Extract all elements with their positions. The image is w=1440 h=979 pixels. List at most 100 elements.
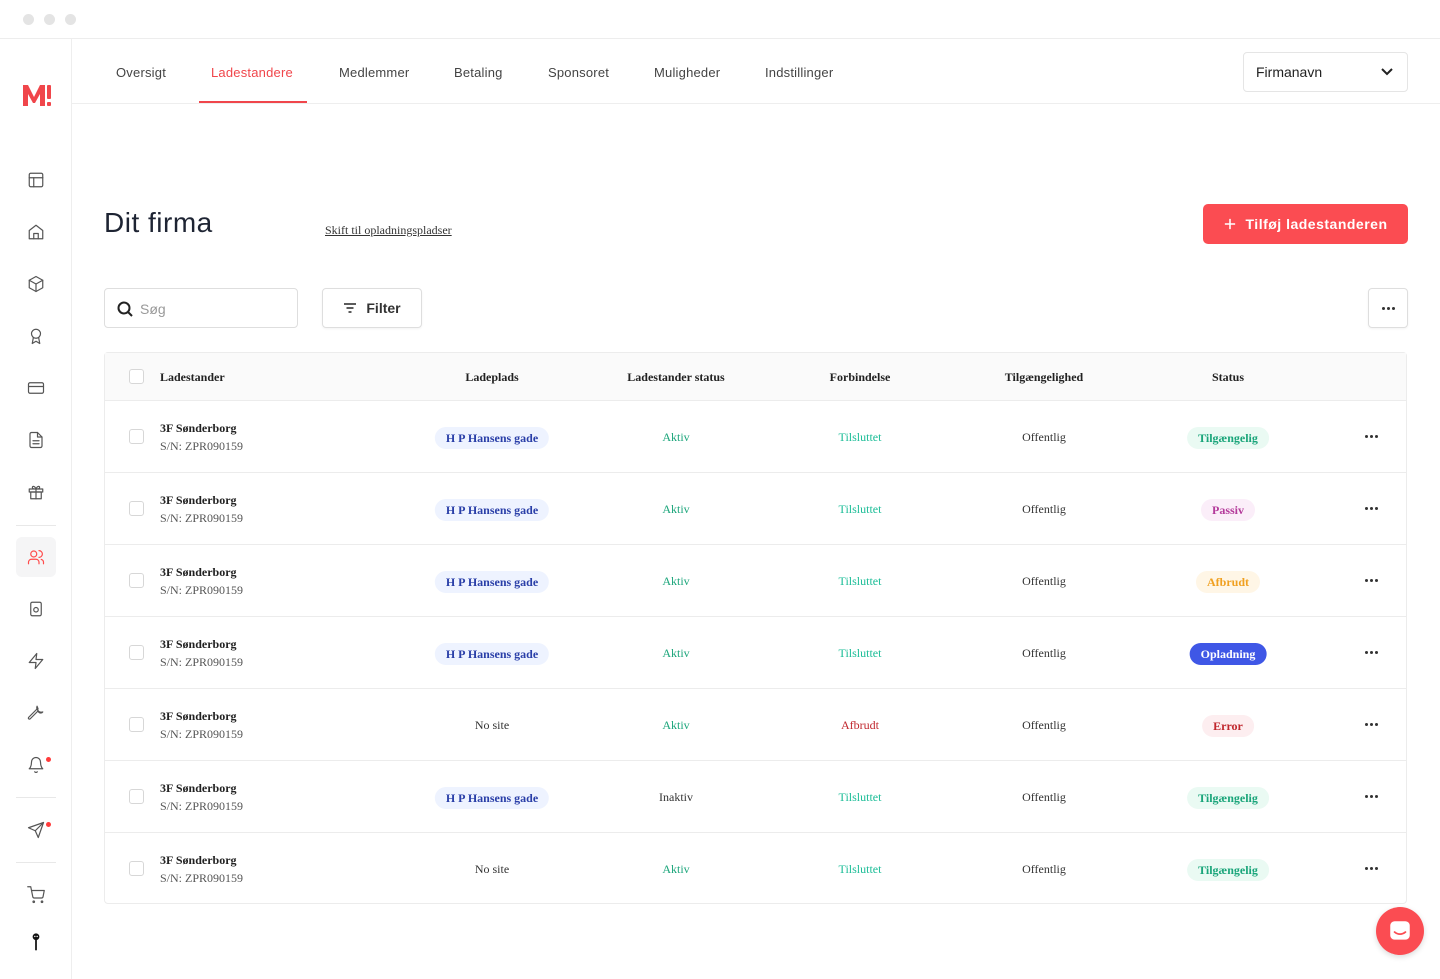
row-checkbox[interactable]: [129, 645, 144, 660]
filter-button[interactable]: Filter: [322, 288, 422, 328]
tab-sponsoret[interactable]: Sponsoret: [548, 65, 610, 80]
row-checkbox[interactable]: [129, 501, 144, 516]
availability: Offentlig: [1022, 646, 1066, 660]
table-row[interactable]: 3F Sønderborg S/N: ZPR090159 No site Akt…: [105, 689, 1406, 761]
charger-status: Aktiv: [662, 502, 690, 516]
document-icon[interactable]: [16, 420, 56, 460]
site-cell: H P Hansens gade: [434, 617, 550, 689]
status-badge: Passiv: [1200, 499, 1256, 522]
row-checkbox[interactable]: [129, 789, 144, 804]
column-header-ladestander-status[interactable]: Ladestander status: [627, 370, 725, 384]
row-checkbox[interactable]: [129, 717, 144, 732]
charger-name[interactable]: 3F Sønderborg: [160, 709, 237, 723]
brand-logo[interactable]: [20, 79, 52, 111]
site-cell: H P Hansens gade: [434, 761, 550, 833]
device-icon[interactable]: [16, 589, 56, 629]
row-more-icon[interactable]: [1365, 651, 1378, 654]
column-header-tilgaengelighed[interactable]: Tilgængelighed: [1004, 370, 1084, 384]
status-badge: Error: [1202, 715, 1254, 738]
table-row[interactable]: 3F Sønderborg S/N: ZPR090159 H P Hansens…: [105, 401, 1406, 473]
select-all-checkbox[interactable]: [129, 369, 144, 384]
search-icon: [117, 301, 133, 317]
layout-icon[interactable]: [16, 160, 56, 200]
site-tag[interactable]: H P Hansens gade: [434, 643, 550, 666]
row-checkbox[interactable]: [129, 573, 144, 588]
row-checkbox[interactable]: [129, 429, 144, 444]
home-icon[interactable]: [16, 212, 56, 252]
top-navigation: Oversigt Ladestandere Medlemmer Betaling…: [72, 39, 1440, 104]
table-row[interactable]: 3F Sønderborg S/N: ZPR090159 H P Hansens…: [105, 473, 1406, 545]
table-row[interactable]: 3F Sønderborg S/N: ZPR090159 No site Akt…: [105, 833, 1406, 905]
box-icon[interactable]: [16, 264, 56, 304]
site-tag[interactable]: H P Hansens gade: [434, 571, 550, 594]
row-more-icon[interactable]: [1365, 723, 1378, 726]
tab-medlemmer[interactable]: Medlemmer: [339, 65, 410, 80]
search-input[interactable]: [140, 298, 290, 320]
row-more-icon[interactable]: [1365, 579, 1378, 582]
send-icon[interactable]: [16, 810, 56, 850]
charger-serial: S/N: ZPR090159: [160, 727, 244, 741]
switch-to-sites-link[interactable]: Skift til opladningspladser: [325, 223, 452, 237]
active-tab-indicator: [199, 101, 307, 103]
company-select[interactable]: Firmanavn: [1243, 52, 1408, 92]
charger-name[interactable]: 3F Sønderborg: [160, 421, 237, 435]
credit-card-icon[interactable]: [16, 368, 56, 408]
status-cell: Tilgængelig: [1187, 761, 1269, 833]
avatar-icon[interactable]: [16, 922, 56, 962]
column-header-ladeplads[interactable]: Ladeplads: [465, 370, 519, 384]
site-tag[interactable]: H P Hansens gade: [434, 427, 550, 450]
filter-icon: [344, 303, 357, 313]
status-cell: Error: [1202, 689, 1254, 761]
site-tag[interactable]: H P Hansens gade: [434, 787, 550, 810]
tab-oversigt[interactable]: Oversigt: [116, 65, 167, 80]
column-header-ladestander[interactable]: Ladestander: [160, 370, 225, 384]
charger-serial: S/N: ZPR090159: [160, 439, 244, 453]
bell-icon[interactable]: [16, 745, 56, 785]
row-more-icon[interactable]: [1365, 507, 1378, 510]
charger-serial: S/N: ZPR090159: [160, 871, 244, 885]
charger-serial: S/N: ZPR090159: [160, 799, 244, 813]
site-tag[interactable]: H P Hansens gade: [434, 499, 550, 522]
gift-icon[interactable]: [16, 472, 56, 512]
users-icon[interactable]: [16, 537, 56, 577]
status-badge: Tilgængelig: [1187, 787, 1269, 810]
column-header-status[interactable]: Status: [1211, 370, 1245, 384]
charger-name[interactable]: 3F Sønderborg: [160, 565, 237, 579]
wrench-icon[interactable]: [16, 693, 56, 733]
status-badge: Opladning: [1189, 643, 1267, 666]
charger-name[interactable]: 3F Sønderborg: [160, 493, 237, 507]
chevron-down-icon: [1381, 68, 1393, 76]
window-minimize-dot[interactable]: [44, 14, 55, 25]
column-header-forbindelse[interactable]: Forbindelse: [829, 370, 891, 384]
charger-status: Aktiv: [662, 718, 690, 732]
more-options-button[interactable]: [1368, 288, 1408, 328]
sidebar: [0, 39, 72, 979]
page-title: Dit firma: [104, 207, 213, 238]
cart-icon[interactable]: [16, 875, 56, 915]
charger-name[interactable]: 3F Sønderborg: [160, 853, 237, 867]
window-close-dot[interactable]: [23, 14, 34, 25]
search-field[interactable]: [104, 288, 298, 328]
table-row[interactable]: 3F Sønderborg S/N: ZPR090159 H P Hansens…: [105, 761, 1406, 833]
charger-name[interactable]: 3F Sønderborg: [160, 781, 237, 795]
site-text: No site: [474, 718, 510, 732]
tab-betaling[interactable]: Betaling: [454, 65, 503, 80]
chat-launcher-button[interactable]: [1376, 907, 1424, 955]
lightning-icon[interactable]: [16, 641, 56, 681]
table-row[interactable]: 3F Sønderborg S/N: ZPR090159 H P Hansens…: [105, 617, 1406, 689]
site-cell: H P Hansens gade: [434, 401, 550, 473]
row-more-icon[interactable]: [1365, 435, 1378, 438]
row-more-icon[interactable]: [1365, 795, 1378, 798]
tab-ladestandere[interactable]: Ladestandere: [211, 65, 293, 80]
connection-status: Tilsluttet: [838, 862, 882, 876]
charger-name[interactable]: 3F Sønderborg: [160, 637, 237, 651]
row-checkbox[interactable]: [129, 861, 144, 876]
window-maximize-dot[interactable]: [65, 14, 76, 25]
add-charger-button[interactable]: Tilføj ladestanderen: [1203, 204, 1408, 244]
table-row[interactable]: 3F Sønderborg S/N: ZPR090159 H P Hansens…: [105, 545, 1406, 617]
row-more-icon[interactable]: [1365, 867, 1378, 870]
tab-indstillinger[interactable]: Indstillinger: [765, 65, 834, 80]
connection-status: Afbrudt: [841, 718, 879, 732]
award-icon[interactable]: [16, 316, 56, 356]
tab-muligheder[interactable]: Muligheder: [654, 65, 721, 80]
